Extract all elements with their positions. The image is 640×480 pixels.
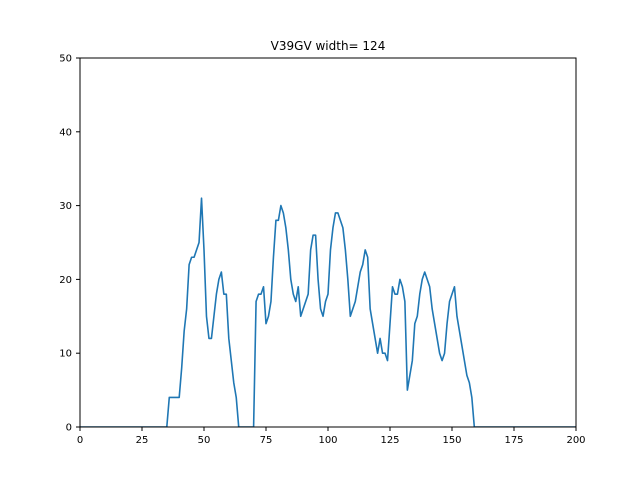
x-tick-label-0: 0 — [77, 435, 83, 446]
x-tick-label-125: 125 — [380, 435, 399, 446]
x-tick-label-50: 50 — [198, 435, 211, 446]
x-tick-label-175: 175 — [504, 435, 523, 446]
y-tick-label-20: 20 — [59, 275, 72, 286]
x-tick-label-100: 100 — [318, 435, 337, 446]
axes: 0 25 50 75 100 125 150 175 200 0 10 20 30 40 50 — [59, 54, 585, 447]
x-tick-label-150: 150 — [442, 435, 461, 446]
plot-area — [80, 197, 576, 427]
x-tick-label-200: 200 — [566, 435, 585, 446]
y-tick-label-30: 30 — [59, 201, 72, 212]
chart-title: V39GV width= 124 — [271, 39, 386, 53]
x-tick-label-25: 25 — [136, 435, 149, 446]
y-tick-label-40: 40 — [59, 127, 72, 138]
x-tick-label-75: 75 — [260, 435, 273, 446]
y-tick-label-50: 50 — [59, 54, 72, 65]
y-tick-label-10: 10 — [59, 349, 72, 360]
series-line-0 — [80, 197, 576, 427]
y-tick-label-0: 0 — [66, 423, 72, 434]
